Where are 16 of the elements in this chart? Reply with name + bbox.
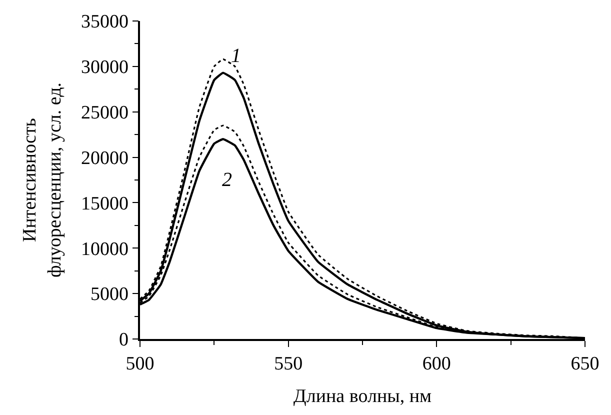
x-tick-label: 500 — [126, 354, 154, 375]
y-tick-label: 25000 — [80, 102, 128, 124]
y-tick-label: 30000 — [80, 57, 128, 78]
x-axis-title: Длина волны, нм — [293, 386, 432, 407]
y-axis-title: Интенсивность флуоресценции, усл. ед. — [20, 82, 66, 278]
x-tick-label: 600 — [422, 354, 451, 375]
y-tick-label: 0 — [118, 330, 128, 351]
y-tick-label: 10000 — [80, 238, 128, 260]
y-tick-label: 20000 — [80, 148, 128, 169]
y-tick-label: 15000 — [80, 193, 128, 214]
x-tick-label: 550 — [274, 354, 303, 375]
y-tick-label: 35000 — [80, 12, 128, 33]
x-tick-label: 650 — [570, 354, 600, 375]
annotation: 1 — [231, 45, 241, 67]
y-tick-label: 5000 — [90, 284, 128, 306]
annotation: 2 — [222, 169, 232, 191]
